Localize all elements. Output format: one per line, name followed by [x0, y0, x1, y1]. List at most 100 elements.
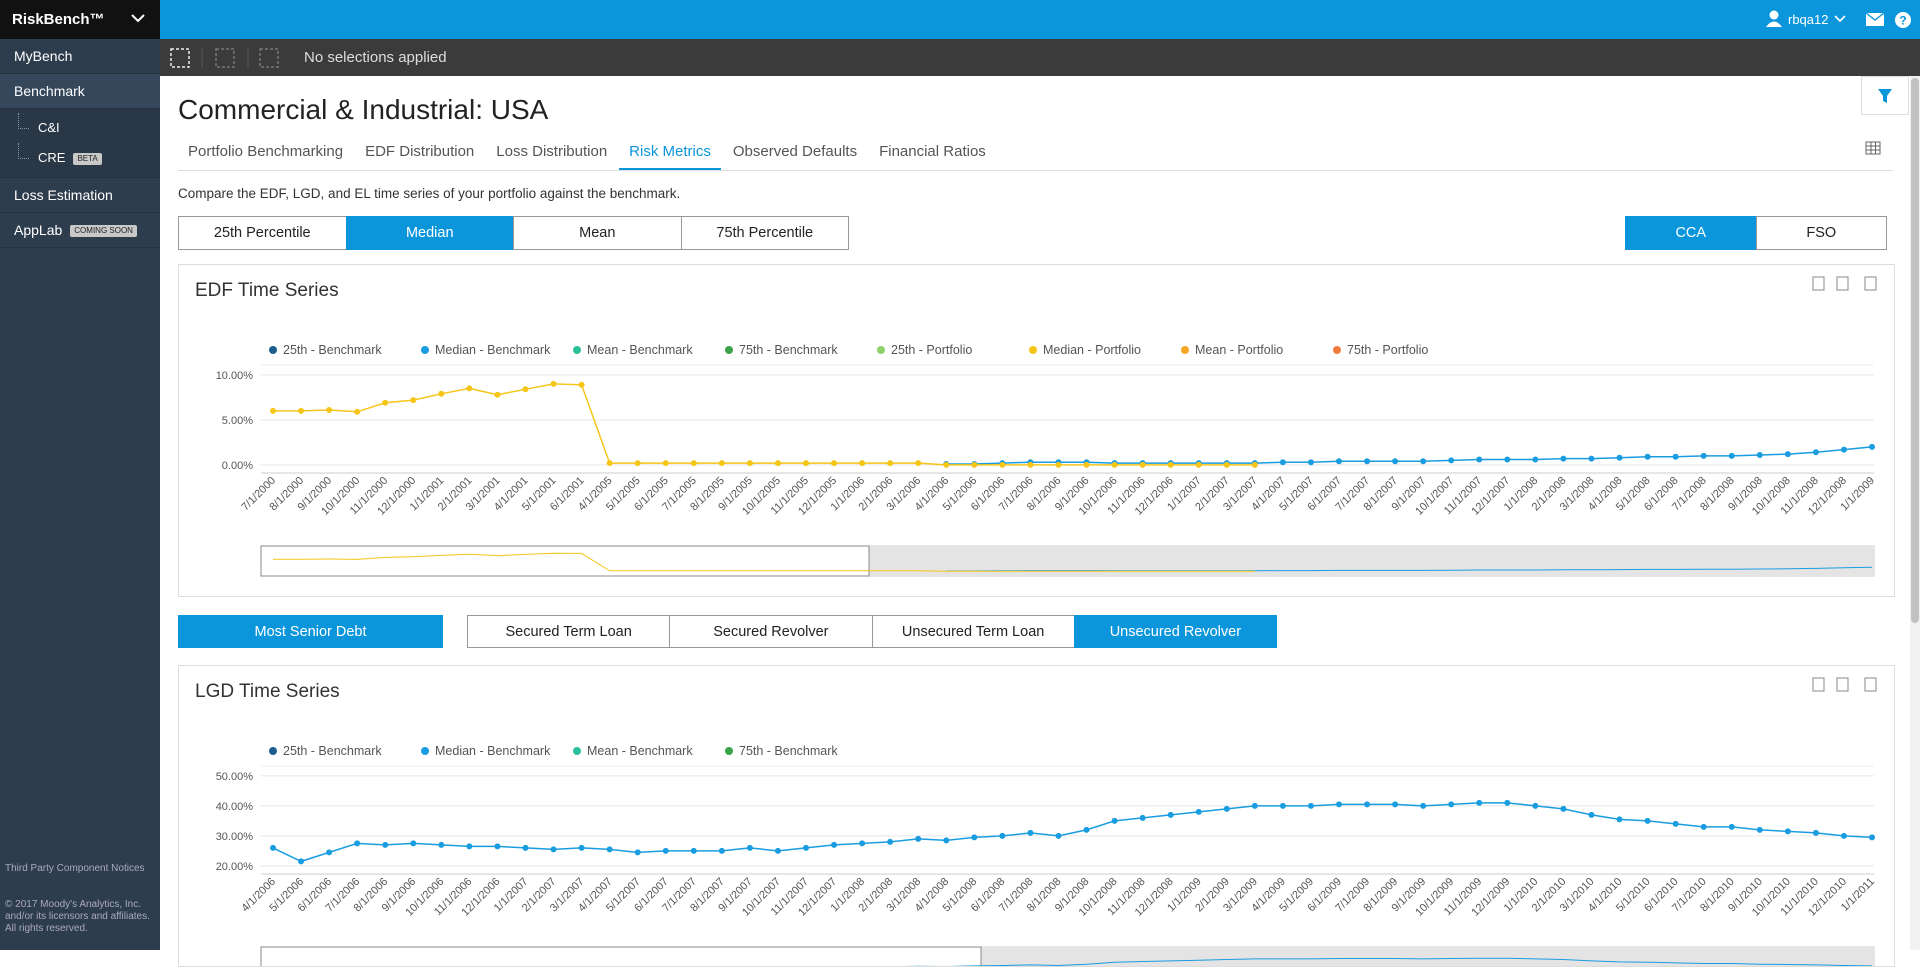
- button[interactable]: Most Senior Debt: [178, 615, 443, 648]
- nav-item[interactable]: MyBench: [0, 39, 160, 74]
- button[interactable]: Secured Revolver: [669, 615, 873, 648]
- brand-menu-icon[interactable]: [130, 13, 146, 25]
- button[interactable]: Secured Term Loan: [467, 615, 671, 648]
- legend-label[interactable]: Mean - Portfolio: [1195, 343, 1283, 357]
- scrollbar[interactable]: [1910, 76, 1920, 950]
- legend-label[interactable]: Median - Benchmark: [435, 343, 551, 357]
- model-buttons: CCA FSO: [1625, 216, 1887, 250]
- nav-item[interactable]: Benchmark: [0, 74, 160, 109]
- button[interactable]: Mean: [513, 216, 682, 250]
- legend-label[interactable]: 25th - Benchmark: [283, 744, 382, 758]
- legend-label[interactable]: 75th - Benchmark: [739, 744, 838, 758]
- data-point: [1644, 453, 1651, 460]
- data-point: [1392, 458, 1399, 465]
- data-point: [971, 461, 978, 468]
- data-point: [774, 460, 781, 467]
- data-point: [1448, 801, 1455, 808]
- data-point: [859, 840, 866, 847]
- data-point: [831, 841, 838, 848]
- button[interactable]: 25th Percentile: [178, 216, 347, 250]
- filter-button[interactable]: [1861, 76, 1909, 115]
- data-point: [1111, 817, 1118, 824]
- legend-label[interactable]: Median - Benchmark: [435, 744, 551, 758]
- button[interactable]: Unsecured Revolver: [1073, 615, 1277, 648]
- data-point: [1111, 461, 1118, 468]
- nav-item[interactable]: Loss Estimation: [0, 178, 160, 213]
- data-point: [943, 461, 950, 468]
- data-point: [410, 840, 417, 847]
- data-point: [662, 847, 669, 854]
- tab[interactable]: Risk Metrics: [619, 138, 721, 170]
- data-point: [606, 846, 613, 853]
- toolbar-icons[interactable]: [168, 46, 288, 70]
- expand-icon[interactable]: [1864, 276, 1877, 291]
- legend-marker: [725, 747, 733, 755]
- chart-title: LGD Time Series: [195, 681, 340, 702]
- svg-text:?: ?: [1899, 14, 1906, 28]
- tab[interactable]: Financial Ratios: [879, 143, 986, 160]
- y-tick-label: 40.00%: [216, 801, 254, 813]
- tab[interactable]: Portfolio Benchmarking: [188, 143, 344, 160]
- nav-item[interactable]: AppLab COMING SOON: [0, 213, 160, 248]
- export-image-icon[interactable]: [1836, 276, 1849, 291]
- data-point: [1027, 829, 1034, 836]
- y-tick-label: 50.00%: [216, 771, 254, 783]
- user-name[interactable]: rbqa12: [1788, 12, 1829, 27]
- data-point: [1392, 801, 1399, 808]
- button[interactable]: Median: [345, 216, 514, 250]
- data-point: [494, 391, 501, 398]
- tab[interactable]: Observed Defaults: [732, 143, 858, 160]
- export-excel-icon[interactable]: [1812, 276, 1825, 291]
- data-point: [326, 407, 333, 413]
- data-point: [578, 381, 585, 388]
- legend-label[interactable]: 25th - Portfolio: [891, 343, 972, 357]
- legend-label[interactable]: Mean - Benchmark: [587, 343, 693, 357]
- expand-icon[interactable]: [1864, 677, 1877, 692]
- data-point: [943, 837, 950, 844]
- data-point: [999, 832, 1006, 839]
- data-point: [690, 460, 697, 467]
- tab[interactable]: EDF Distribution: [365, 143, 475, 160]
- export-excel-icon[interactable]: [1812, 677, 1825, 692]
- button[interactable]: CCA: [1625, 216, 1757, 250]
- data-point: [859, 460, 866, 467]
- y-tick-label: 0.00%: [222, 460, 253, 472]
- export-image-icon[interactable]: [1836, 677, 1849, 692]
- data-point: [718, 460, 725, 467]
- nav-badge: COMING SOON: [70, 225, 137, 238]
- button[interactable]: Unsecured Term Loan: [871, 615, 1075, 648]
- data-point: [270, 844, 276, 851]
- user-menu-icon[interactable]: [1834, 15, 1846, 24]
- legend-marker: [421, 747, 429, 755]
- legend-label[interactable]: Median - Portfolio: [1043, 343, 1141, 357]
- help-icon[interactable]: ?: [1894, 11, 1912, 29]
- tab[interactable]: Loss Distribution: [496, 143, 608, 160]
- data-point: [1476, 799, 1483, 806]
- button[interactable]: 75th Percentile: [680, 216, 849, 250]
- data-point: [1279, 802, 1286, 809]
- data-point: [1195, 808, 1202, 815]
- legend-label[interactable]: 75th - Portfolio: [1347, 343, 1428, 357]
- legend-label[interactable]: 75th - Benchmark: [739, 343, 838, 357]
- data-point: [578, 844, 585, 851]
- series-line: [273, 383, 1255, 466]
- data-point: [522, 386, 529, 393]
- table-view-icon[interactable]: [1865, 141, 1881, 155]
- data-point: [774, 847, 781, 854]
- data-point: [1616, 816, 1623, 823]
- legend-label[interactable]: 25th - Benchmark: [283, 343, 382, 357]
- y-tick-label: 5.00%: [222, 415, 253, 427]
- nav-child[interactable]: C&I: [0, 113, 160, 143]
- data-point: [1307, 459, 1314, 466]
- chart-title: EDF Time Series: [195, 280, 339, 301]
- data-point: [1251, 802, 1258, 809]
- brand[interactable]: RiskBench™: [0, 0, 160, 39]
- data-point: [1812, 829, 1819, 836]
- notices-link[interactable]: Third Party Component Notices: [5, 863, 145, 874]
- data-point: [1532, 802, 1539, 809]
- legend-label[interactable]: Mean - Benchmark: [587, 744, 693, 758]
- mail-icon[interactable]: [1865, 12, 1885, 27]
- button[interactable]: FSO: [1755, 216, 1887, 250]
- nav-child[interactable]: CRE BETA: [0, 143, 160, 173]
